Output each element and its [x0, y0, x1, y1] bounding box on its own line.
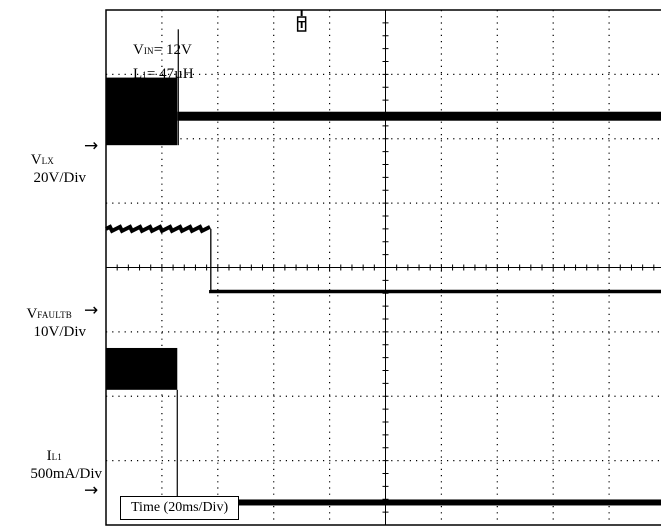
- il1-after-fault-trace: [177, 499, 661, 506]
- ground-arrow-ch3: →: [84, 481, 98, 501]
- vfaultb-low-trace: [209, 289, 661, 294]
- il1-name: IL1: [46, 448, 62, 464]
- vfaultb-name: VFAULTB: [26, 306, 72, 322]
- vin-condition: VIN= 12V: [133, 42, 192, 58]
- trigger-marker-label: T: [298, 20, 305, 31]
- il1-channel-label: IL1 500mA/Div: [0, 448, 102, 483]
- l1-condition: L1= 47µH: [133, 66, 194, 82]
- vlx-scale: 20V/Div: [33, 170, 87, 186]
- time-axis-label: Time (20ms/Div): [120, 496, 240, 520]
- vfaultb-scale: 10V/Div: [33, 324, 87, 340]
- markers: → → → T: [84, 10, 307, 501]
- ground-arrow-ch2: →: [84, 300, 98, 320]
- vfaultb-channel-label: VFAULTB 10V/Div: [0, 306, 86, 341]
- vlx-switching-burst: [106, 77, 178, 146]
- ground-arrow-ch1: →: [84, 136, 98, 156]
- vlx-channel-label: VLX 20V/Div: [0, 152, 86, 187]
- grid: [105, 9, 661, 526]
- il1-scale: 500mA/Div: [30, 466, 102, 482]
- test-conditions: VIN= 12V L1= 47µH: [133, 39, 194, 87]
- vlx-name: VLX: [30, 152, 54, 168]
- il1-ripple-burst: [106, 347, 178, 390]
- vlx-after-fault-trace: [177, 111, 661, 121]
- trigger-marker-box: [296, 16, 307, 32]
- traces: [105, 29, 661, 506]
- vfaultb-high-trace: [105, 224, 211, 234]
